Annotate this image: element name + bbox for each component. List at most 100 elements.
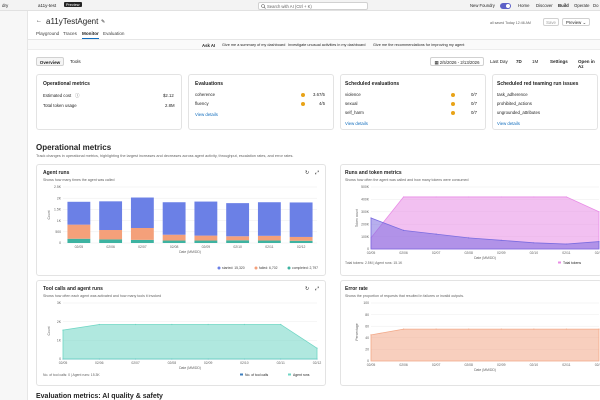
refresh-icon[interactable]: ↻ [305,170,310,176]
bar-segment [130,227,154,240]
card-title: Scheduled red teaming run issues [497,81,579,87]
nav-home[interactable]: Home [518,3,530,8]
tab-playground[interactable]: Playground [36,31,60,36]
1m-button[interactable]: 1M [532,59,539,64]
ask-ai-chip-investigate[interactable]: Investigate unusual activities in my das… [288,42,366,47]
y-tick-label: 1.5K [54,208,62,212]
y-tick-label: 500 [55,230,61,234]
x-tick-label: 02/08 [464,363,473,367]
x-tick-label: 02/06 [106,245,115,249]
data-point [435,233,437,235]
tab-traces[interactable]: Traces [63,31,77,36]
eval-row-label: fluency [195,101,209,106]
preview-button[interactable]: Preview ⌄ [562,18,590,26]
x-tick-label: 02/09 [202,245,211,249]
bar-segment [162,202,186,235]
legend-swatch [254,266,258,270]
next-section-title: Evaluation metrics: AI quality & safety [36,393,163,400]
date-range-picker[interactable]: ▦ 2/5/2026 - 2/13/2026 [430,57,484,66]
chart-description: Shows how many times the agent was calle… [43,178,115,182]
data-point [598,328,600,330]
x-tick-label: 02/11 [277,361,285,365]
tab-underline [82,38,99,39]
data-point [402,229,405,231]
y-tick-label: 60 [365,324,369,328]
search-box[interactable]: Search with AI (Ctrl + K) [258,1,368,10]
x-tick-label: 02/07 [432,363,441,367]
bar-segment [194,240,218,243]
card-title: Scheduled evaluations [345,81,400,87]
x-tick-label: 02/10 [530,251,539,255]
eval-row-value: 3.67/5 [313,92,325,97]
data-point [533,242,535,244]
y-tick-label: 40 [365,336,369,340]
chart-title: Agent runs [43,170,70,176]
data-point [370,217,372,219]
data-point [500,239,502,241]
y-tick-label: 200K [361,222,370,226]
expand-icon[interactable]: ⤢ [315,170,320,176]
bar-segment [67,224,91,239]
7d-button[interactable]: 7D [516,59,522,64]
calendar-icon: ▦ [434,60,439,65]
data-point [207,323,209,326]
bar-segment [99,230,123,240]
section-description: Track changes in operational metrics, hi… [36,154,294,158]
data-point [435,196,437,198]
sched-row-value: 0/7 [471,101,477,106]
chart-description: Shows the proportion of requests that re… [345,294,465,298]
nav-discover[interactable]: Discover [536,3,553,8]
x-tick-label: 02/08 [168,361,177,365]
new-foundry-toggle[interactable] [500,2,511,9]
sched-row-label: self_harm [345,110,364,115]
x-tick-label: 02/10 [240,361,249,365]
ask-ai-chip-recommendations[interactable]: Give me the recommendations for improvin… [373,42,465,47]
subtab-overview[interactable]: Overview [36,57,64,66]
page-title: a11yTestAgent [46,17,99,26]
nav-build[interactable]: Build [558,3,569,8]
expand-icon[interactable]: ⤢ [315,286,320,292]
info-icon[interactable]: ⓘ [75,92,80,98]
y-tick-label: 0 [367,359,369,363]
x-tick-label: 02/09 [497,363,506,367]
sched-row-label: sexual [345,101,358,106]
eval-row-label: coherence [195,92,216,97]
legend-label: failed: 6,702 [259,266,278,270]
nav-docs[interactable]: Do [593,3,599,8]
ask-ai-chip-summary[interactable]: Give me a summary of my dashboard [222,42,286,47]
refresh-icon[interactable]: ↻ [305,286,310,292]
bar-segment [257,202,281,236]
view-details-link[interactable]: View details [345,121,368,126]
back-arrow-icon[interactable]: ← [36,18,42,24]
legend-label: completed: 2,797 [292,266,318,270]
last-day-button[interactable]: Last Day [490,59,508,64]
data-point [171,323,173,326]
x-tick-label: 02/10 [530,363,539,367]
nav-operate[interactable]: Operate [574,3,590,8]
subtab-tools[interactable]: Tools [70,59,81,64]
x-tick-label: 02/05 [367,251,376,255]
x-tick-label: 02/06 [399,363,408,367]
card-title: Operational metrics [43,81,90,87]
bar-segment [162,240,186,243]
x-axis-label: Date (MM/DD) [179,250,201,254]
project-selector[interactable]: a11y-test [38,3,57,8]
view-details-link[interactable]: View details [497,121,520,126]
chart-description: Shows how often the agent was called and… [345,178,469,182]
x-axis-label: Date (MM/DD) [474,368,496,372]
tabs-divider [28,39,600,40]
data-point [468,196,470,198]
y-axis-label: Token count [355,209,359,227]
y-tick-label: 500K [361,185,370,189]
x-tick-label: 02/12 [297,245,306,249]
save-button[interactable]: Save [543,18,559,26]
tab-evaluation[interactable]: Evaluation [103,31,125,36]
agent-runs-chart: 0 500 1K 1.5K 2K 2.5K Date (MM/DD) Count 02/05 02… [47,185,318,270]
open-in-azure-button[interactable]: Open in Az [578,59,595,69]
tab-monitor[interactable]: Monitor [82,31,99,36]
settings-button[interactable]: Settings [550,59,568,64]
edit-icon[interactable]: ✎ [101,19,106,25]
data-point [468,328,470,330]
view-details-link[interactable]: View details [195,112,218,117]
bar-segment [194,235,218,241]
